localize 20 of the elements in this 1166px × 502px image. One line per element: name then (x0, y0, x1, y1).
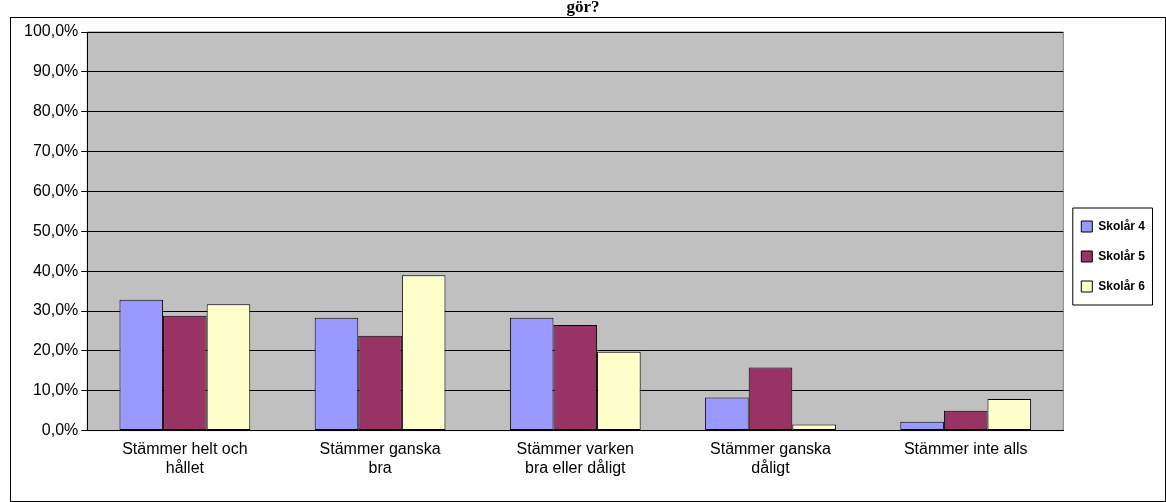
x-tick-label: Stämmer helt och hållet (122, 439, 248, 476)
x-tick-label: Stämmer ganska dåligt (710, 439, 832, 476)
y-tick-label: 20,0% (32, 341, 79, 359)
y-tick-label: 60,0% (32, 181, 79, 199)
y-tick-label: 80,0% (32, 102, 79, 120)
y-tick-label: 100,0% (24, 22, 79, 40)
chart-title: gör? (565, 0, 601, 16)
legend-label: Skolår 4 (1098, 218, 1146, 233)
y-tick-label: 50,0% (32, 221, 79, 239)
y-tick-label: 30,0% (32, 301, 79, 319)
y-tick-label: 0,0% (41, 421, 79, 439)
y-tick-label: 40,0% (32, 261, 79, 279)
y-tick-label: 90,0% (32, 62, 79, 80)
legend-label: Skolår 5 (1098, 248, 1146, 263)
legend-label: Skolår 6 (1098, 278, 1146, 293)
y-tick-label: 70,0% (32, 141, 79, 159)
x-tick-label: Stämmer ganska bra (319, 439, 441, 476)
x-tick-label: Stämmer inte alls (903, 439, 1028, 457)
y-tick-label: 10,0% (32, 381, 79, 399)
x-tick-label: Stämmer varken bra eller dåligt (516, 439, 634, 476)
